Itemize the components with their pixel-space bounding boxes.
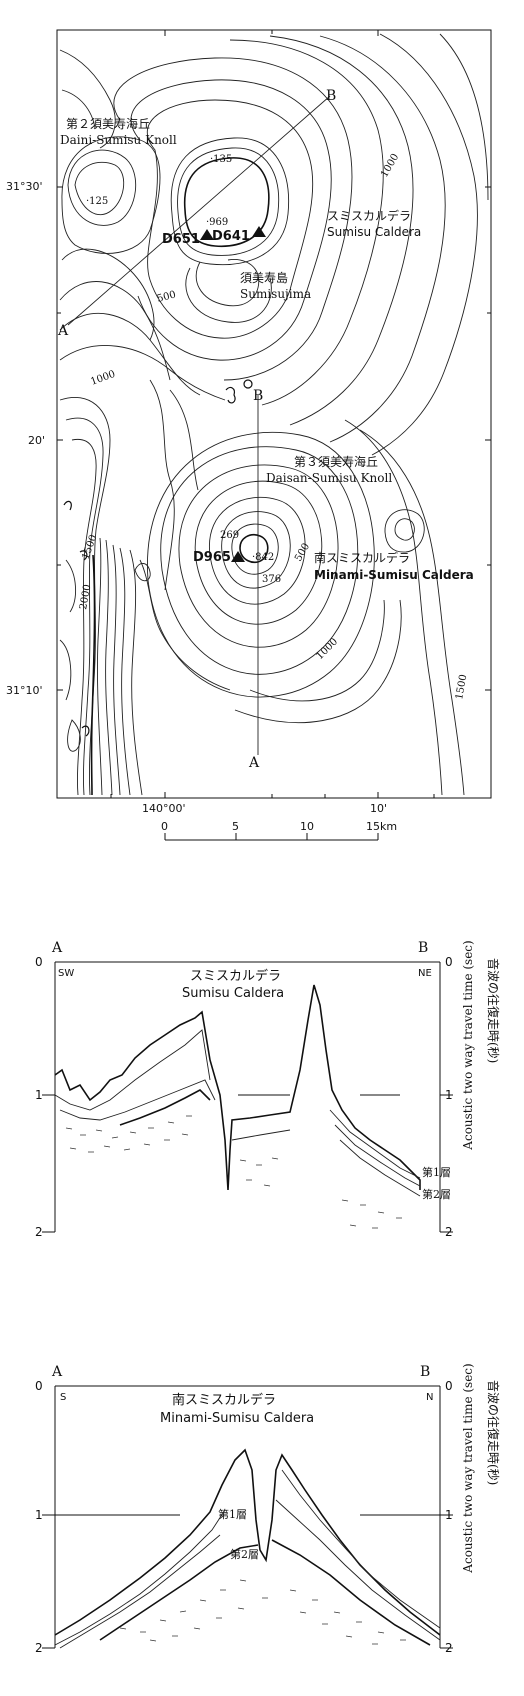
profile2-dir-s: S [60,1392,66,1403]
label-minami-en: Minami-Sumisu Caldera [314,568,474,582]
scale-bar: 0 5 10 15km [161,820,397,841]
contour-label-2000: 2000 [78,584,93,611]
label-minami-jp: 南スミスカルデラ [314,550,410,565]
profile1-end-b: B [418,940,428,956]
profile2-dir-n: N [426,1392,433,1403]
profile2-axis-label-jp: 音波の往復走時(秒) [486,1380,501,1485]
label-sumisujima-en: Sumisujima [240,287,311,301]
dive-marker-d965 [231,551,245,562]
contours-south [134,419,465,796]
scale-tick-5: 5 [232,820,239,833]
lat-label-20: 20' [28,434,45,447]
scale-tick-0: 0 [161,820,168,833]
profile1-y-tick-2-right: 2 [445,1225,453,1239]
scale-tick-10: 10 [300,820,314,833]
contour-label-1500-east: 1500 [454,674,469,701]
lon-label-140-00: 140°00' [142,802,186,815]
label-sumisujima-jp: 須美寿島 [240,270,288,285]
profile2-y-tick-1-left: 1 [35,1508,43,1522]
profile1-y-tick-0-left: 0 [35,955,43,969]
profile1-layer2-label: 第2層 [422,1187,451,1201]
contour-label-500-north: 500 [156,289,177,305]
profile2-y-tick-2-right: 2 [445,1641,453,1655]
profile1-axis-label: Acoustic two way travel time (sec) [461,940,475,1150]
profile1-title-en: Sumisu Caldera [182,986,284,1001]
map-frame [56,29,492,799]
profile1-axis-label-jp: 音波の往復走時(秒) [486,958,501,1063]
label-d641: D641 [212,229,250,244]
profile1-end-a: A [51,940,63,956]
map-profile-b-south: B [253,388,263,404]
spot-depth-842: ·842 [252,552,274,563]
map-profile-a-north: A [57,323,69,339]
profile2-axis-label: Acoustic two way travel time (sec) [461,1363,475,1573]
lon-label-10: 10' [370,802,387,815]
lat-label-31-30: 31°30' [6,180,43,193]
profile2-end-b: B [420,1364,430,1380]
contour-label-1000-south: 1000 [314,636,340,662]
label-d965: D965 [193,550,231,565]
label-daini-en: Daini-Sumisu Knoll [60,133,177,147]
profile2-title-en: Minami-Sumisu Caldera [160,1411,314,1426]
profile2-y-tick-1-right: 1 [445,1508,453,1522]
label-sumisu-caldera-en: Sumisu Caldera [327,225,421,239]
profile1-dir-ne: NE [418,968,432,979]
profile2-layer2-label: 第2層 [230,1547,259,1561]
lat-label-31-10: 31°10' [6,684,43,697]
profile1-y-tick-1-left: 1 [35,1088,43,1102]
profile2-title-jp: 南スミスカルデラ [172,1392,276,1408]
profile1-layer1-label: 第1層 [422,1165,451,1179]
spot-depth-135: ·135 [210,154,232,165]
profile-lines [67,95,331,755]
bathymetric-map: 31°30' 20' 31°10' 140°00' 10' 第２須美寿海丘 Da… [6,29,492,841]
map-profile-b-north: B [326,88,336,104]
contours-trough [59,379,231,796]
label-daisan-en: Daisan-Sumisu Knoll [266,471,392,485]
seismic-profile-minami-sumisu: A B S N 南スミスカルデラ Minami-Sumisu Caldera 0… [35,1363,501,1655]
contour-label-1000-west: 1000 [89,369,117,388]
label-daini-jp: 第２須美寿海丘 [66,116,150,131]
profile2-y-tick-2-left: 2 [35,1641,43,1655]
spot-depth-125: ·125 [86,196,108,207]
profile1-y-tick-1-right: 1 [445,1088,453,1102]
spot-depth-376: 376 [262,574,281,585]
dive-marker-d641 [252,226,266,237]
profile1-dir-sw: SW [58,968,74,979]
dive-marker-d651 [200,229,214,240]
spot-depth-269: 269 [220,530,239,541]
label-sumisu-caldera-jp: スミスカルデラ [327,208,411,223]
map-profile-a-south: A [248,755,260,771]
profile1-y-tick-2-left: 2 [35,1225,43,1239]
contour-label-1500-west: 1500 [80,533,99,561]
rock-symbols [63,379,253,737]
profile1-y-tick-0-right: 0 [445,955,453,969]
profile2-end-a: A [51,1364,63,1380]
dive-site-markers [200,226,266,562]
label-d651: D651 [162,232,200,247]
spot-depth-969: ·969 [206,217,228,228]
seismic-profile-sumisu: A B SW NE スミスカルデラ Sumisu Caldera 0 1 2 0… [35,940,501,1239]
profile2-y-tick-0-left: 0 [35,1379,43,1393]
scale-tick-15km: 15km [366,820,397,833]
contour-label-500-south: 500 [293,541,312,563]
profile2-layer1-label: 第1層 [218,1507,247,1521]
label-daisan-jp: 第３須美寿海丘 [294,454,378,469]
profile2-y-tick-0-right: 0 [445,1379,453,1393]
contours-north [59,33,489,456]
profile1-title-jp: スミスカルデラ [190,968,281,984]
